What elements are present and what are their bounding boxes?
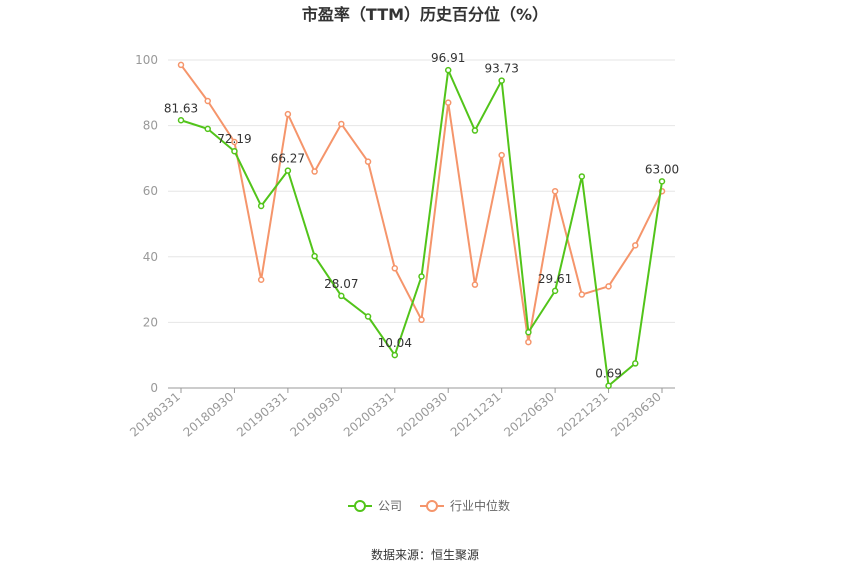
x-tick-label: 20180331 <box>127 390 183 440</box>
data-point[interactable] <box>311 168 318 175</box>
data-point[interactable] <box>578 291 586 298</box>
data-point[interactable] <box>257 202 265 210</box>
data-label: 10.04 <box>378 336 412 350</box>
data-label: 81.63 <box>164 101 198 115</box>
data-point[interactable] <box>284 110 292 118</box>
data-point[interactable] <box>658 178 666 185</box>
x-axis: 2018033120180930201903312019093020200331… <box>127 387 675 440</box>
data-labels: 81.63 72.19 66.27 28.07 10.04 96.91 93.73 29.61… <box>164 51 679 381</box>
data-point[interactable] <box>257 276 265 284</box>
x-tick-label: 20180930 <box>181 390 237 440</box>
y-tick-label: 20 <box>143 315 158 329</box>
data-point[interactable] <box>284 167 292 174</box>
y-tick-label: 40 <box>143 250 158 264</box>
y-tick-label: 0 <box>150 381 158 395</box>
legend-item-0[interactable]: 公司 <box>348 499 402 513</box>
x-tick-label: 20190930 <box>287 390 343 440</box>
data-label: 96.91 <box>431 51 465 65</box>
data-label: 29.61 <box>538 272 572 286</box>
x-tick-label: 20221231 <box>555 390 611 440</box>
data-point[interactable] <box>391 265 399 272</box>
data-point[interactable] <box>605 382 612 389</box>
data-point[interactable] <box>231 147 238 155</box>
data-label: 72.19 <box>217 132 251 146</box>
data-point[interactable] <box>498 151 505 159</box>
data-point[interactable] <box>578 173 586 180</box>
series-line-0 <box>180 69 663 387</box>
y-axis: 0 20 40 60 80 100 <box>135 53 158 395</box>
data-point[interactable] <box>444 99 452 106</box>
legend-item-1[interactable]: 行业中位数 <box>420 498 510 513</box>
y-tick-label: 80 <box>143 119 158 133</box>
legend-marker <box>354 500 366 512</box>
data-point[interactable] <box>364 313 372 320</box>
data-point[interactable] <box>498 77 505 84</box>
data-point[interactable] <box>364 158 372 165</box>
data-point[interactable] <box>204 97 211 105</box>
data-point[interactable] <box>338 292 345 300</box>
x-tick-label: 20200331 <box>341 390 397 440</box>
data-label: 0.69 <box>595 367 622 381</box>
data-point[interactable] <box>525 328 532 336</box>
data-point[interactable] <box>391 351 399 359</box>
data-point[interactable] <box>551 187 559 195</box>
data-point[interactable] <box>471 127 479 134</box>
y-tick-label: 60 <box>143 184 158 198</box>
source-note: 数据来源：恒生聚源 <box>371 547 479 562</box>
grid-lines <box>168 59 675 323</box>
legend-marker <box>426 500 438 512</box>
data-point[interactable] <box>177 61 185 69</box>
chart-title: 市盈率（TTM）历史百分位（%） <box>302 5 548 24</box>
data-label: 93.73 <box>484 62 518 76</box>
legend-label: 行业中位数 <box>450 498 510 513</box>
y-tick-label: 100 <box>135 53 158 67</box>
data-point[interactable] <box>231 138 238 146</box>
series-line-1 <box>180 64 663 344</box>
series-group <box>177 61 666 389</box>
x-tick-label: 20190331 <box>234 390 290 440</box>
legend-label: 公司 <box>378 499 402 513</box>
data-point[interactable] <box>471 281 479 288</box>
x-tick-label: 20211231 <box>448 390 504 440</box>
data-point[interactable] <box>418 316 425 324</box>
x-tick-label: 20220630 <box>501 390 557 440</box>
x-tick-label: 20200930 <box>394 390 450 440</box>
data-label: 66.27 <box>271 152 305 166</box>
data-point[interactable] <box>525 338 532 346</box>
x-tick-label: 20230630 <box>608 390 664 440</box>
data-point[interactable] <box>632 242 639 249</box>
legend[interactable]: 公司 行业中位数 <box>348 498 510 513</box>
data-point[interactable] <box>338 120 345 128</box>
data-point[interactable] <box>177 117 185 124</box>
data-label: 63.00 <box>645 162 679 176</box>
data-point[interactable] <box>418 273 425 280</box>
data-point[interactable] <box>204 125 211 133</box>
data-point[interactable] <box>632 360 639 367</box>
data-point[interactable] <box>605 283 612 290</box>
data-point[interactable] <box>444 66 452 74</box>
data-point[interactable] <box>311 252 318 260</box>
data-label: 28.07 <box>324 277 358 291</box>
data-point[interactable] <box>551 287 559 295</box>
